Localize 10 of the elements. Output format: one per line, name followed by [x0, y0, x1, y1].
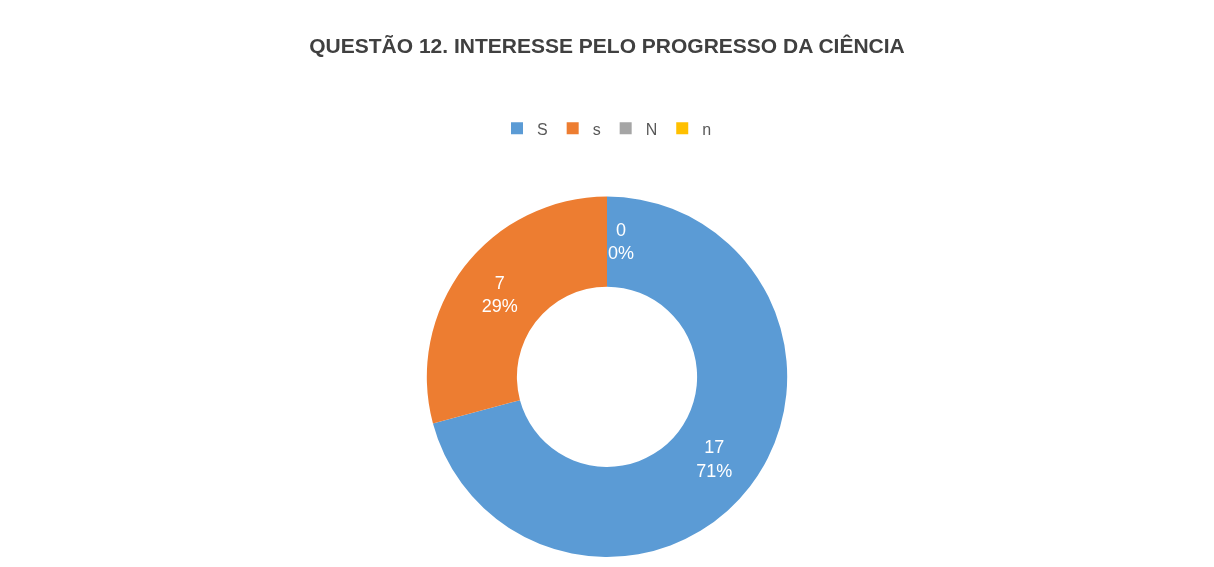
donut-slice: [432, 196, 788, 557]
data-label: 7 29%: [481, 272, 518, 317]
legend-label: S: [537, 120, 548, 138]
donut-slice: [426, 196, 607, 424]
chart-title: QUESTÃO 12. INTERESSE PELO PROGRESSO DA CIÊNCIA: [309, 33, 905, 57]
legend-label: N: [645, 120, 658, 138]
legend-label: s: [592, 120, 601, 138]
legend-label: n: [702, 120, 712, 138]
text: 0 0%: [608, 220, 635, 264]
data-label: 17 71%: [696, 437, 733, 481]
